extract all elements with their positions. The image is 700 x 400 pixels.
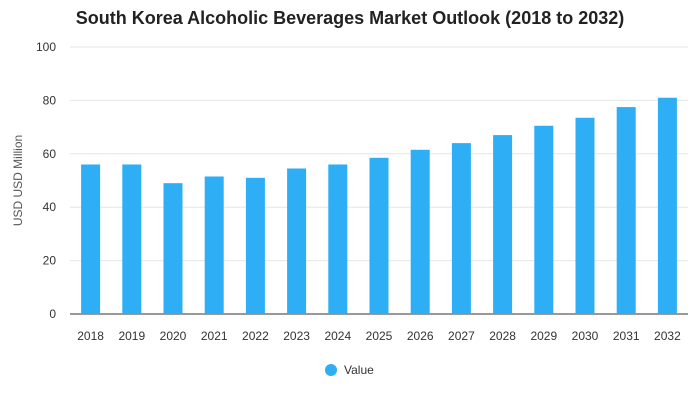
bar-2026[interactable] [410, 149, 430, 314]
x-tick-label-2026: 2026 [407, 329, 434, 343]
y-tick-label-0: 0 [49, 307, 56, 321]
x-tick-label-2018: 2018 [77, 329, 104, 343]
bar-2031[interactable] [616, 107, 636, 314]
bar-2018[interactable] [81, 164, 101, 314]
bar-2030[interactable] [575, 117, 595, 314]
bar-2023[interactable] [287, 168, 307, 314]
bar-2029[interactable] [534, 125, 554, 314]
x-tick-label-2019: 2019 [118, 329, 145, 343]
bar-2027[interactable] [451, 143, 471, 314]
y-tick-label-40: 40 [43, 200, 57, 214]
x-tick-label-2025: 2025 [366, 329, 393, 343]
bar-2024[interactable] [328, 164, 348, 314]
y-axis-label: USD USD Million [11, 135, 25, 226]
y-tick-label-60: 60 [43, 147, 57, 161]
legend-marker-value [325, 364, 337, 376]
bar-2022[interactable] [245, 177, 265, 314]
x-tick-label-2031: 2031 [613, 329, 640, 343]
legend-label-value: Value [344, 363, 374, 377]
y-tick-label-20: 20 [43, 254, 57, 268]
bar-2025[interactable] [369, 157, 389, 314]
x-tick-label-2021: 2021 [201, 329, 228, 343]
x-tick-label-2020: 2020 [160, 329, 187, 343]
x-tick-label-2027: 2027 [448, 329, 475, 343]
x-tick-label-2030: 2030 [572, 329, 599, 343]
bar-2020[interactable] [163, 183, 183, 314]
y-tick-label-100: 100 [36, 40, 56, 54]
x-tick-label-2022: 2022 [242, 329, 269, 343]
x-tick-label-2024: 2024 [324, 329, 351, 343]
x-tick-label-2029: 2029 [530, 329, 557, 343]
x-tick-label-2028: 2028 [489, 329, 516, 343]
x-tick-label-2032: 2032 [654, 329, 681, 343]
chart-title: South Korea Alcoholic Beverages Market O… [75, 8, 625, 28]
x-tick-label-2023: 2023 [283, 329, 310, 343]
bar-2028[interactable] [493, 135, 513, 314]
bar-2021[interactable] [204, 176, 224, 314]
bar-2032[interactable] [657, 97, 677, 314]
bar-2019[interactable] [122, 164, 142, 314]
y-tick-label-80: 80 [43, 93, 57, 107]
